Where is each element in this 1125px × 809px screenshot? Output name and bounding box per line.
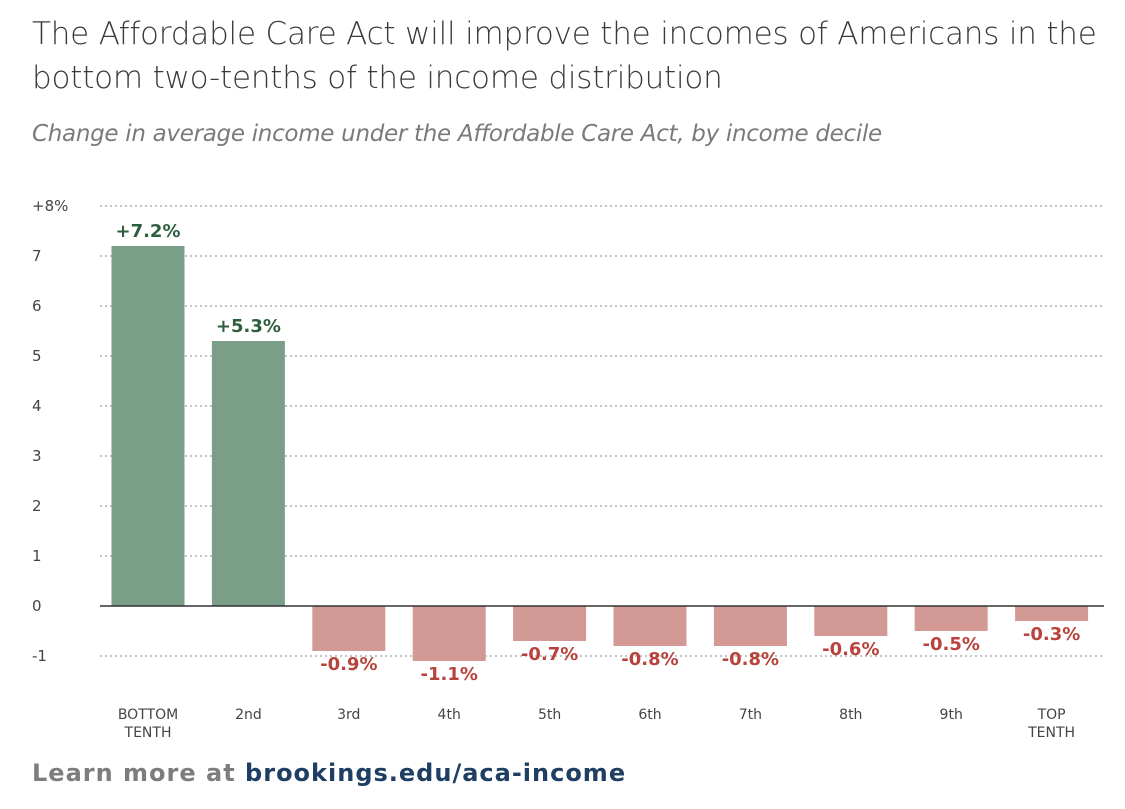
bar	[211, 341, 285, 606]
x-tick-label: 9th	[940, 707, 963, 723]
x-tick-label: TENTH	[124, 725, 172, 741]
bar	[412, 606, 486, 661]
bar-value-label: -0.8%	[621, 649, 678, 670]
bar-value-label: -0.8%	[722, 649, 779, 670]
bar	[713, 606, 787, 646]
bar	[111, 246, 185, 606]
bar	[1015, 606, 1089, 621]
y-tick-label: 0	[32, 597, 42, 615]
bar-value-label: +7.2%	[115, 221, 180, 242]
y-tick-label: -1	[32, 647, 47, 665]
x-tick-label: 8th	[839, 707, 862, 723]
bar-value-label: -1.1%	[420, 664, 477, 685]
y-tick-label: 3	[32, 447, 42, 465]
bar-value-label: -0.6%	[822, 639, 879, 660]
y-tick-label: 4	[32, 397, 42, 415]
bar	[312, 606, 386, 651]
footer: Learn more at brookings.edu/aca-income	[32, 759, 626, 787]
y-tick-label: 1	[32, 547, 42, 565]
bar-value-label: -0.9%	[320, 654, 377, 675]
bar-value-label: -0.7%	[521, 644, 578, 665]
footer-link[interactable]: brookings.edu/aca-income	[245, 759, 627, 787]
x-tick-label: 4th	[438, 707, 461, 723]
x-tick-label: 7th	[739, 707, 762, 723]
chart-title: The Affordable Care Act will improve the…	[32, 16, 1097, 96]
bar-value-label: -0.5%	[922, 634, 979, 655]
y-tick-label: +8%	[32, 197, 68, 215]
y-tick-label: 2	[32, 497, 42, 515]
y-tick-label: 7	[32, 247, 42, 265]
x-tick-label: 6th	[638, 707, 661, 723]
x-tick-label: BOTTOM	[118, 707, 178, 723]
bar	[513, 606, 587, 641]
y-tick-label: 6	[32, 297, 42, 315]
bar	[914, 606, 988, 631]
x-tick-label: 5th	[538, 707, 561, 723]
y-tick-label: 5	[32, 347, 42, 365]
bar	[814, 606, 888, 636]
bar-value-label: -0.3%	[1023, 624, 1080, 645]
bar-value-label: +5.3%	[216, 316, 281, 337]
footer-lead-text: Learn more at	[32, 759, 236, 787]
x-tick-label: 2nd	[235, 707, 262, 723]
bar	[613, 606, 687, 646]
x-tick-label: TENTH	[1027, 725, 1075, 741]
x-tick-label: 3rd	[337, 707, 360, 723]
x-tick-label: TOP	[1037, 707, 1066, 723]
chart-subtitle: Change in average income under the Affor…	[32, 121, 882, 147]
